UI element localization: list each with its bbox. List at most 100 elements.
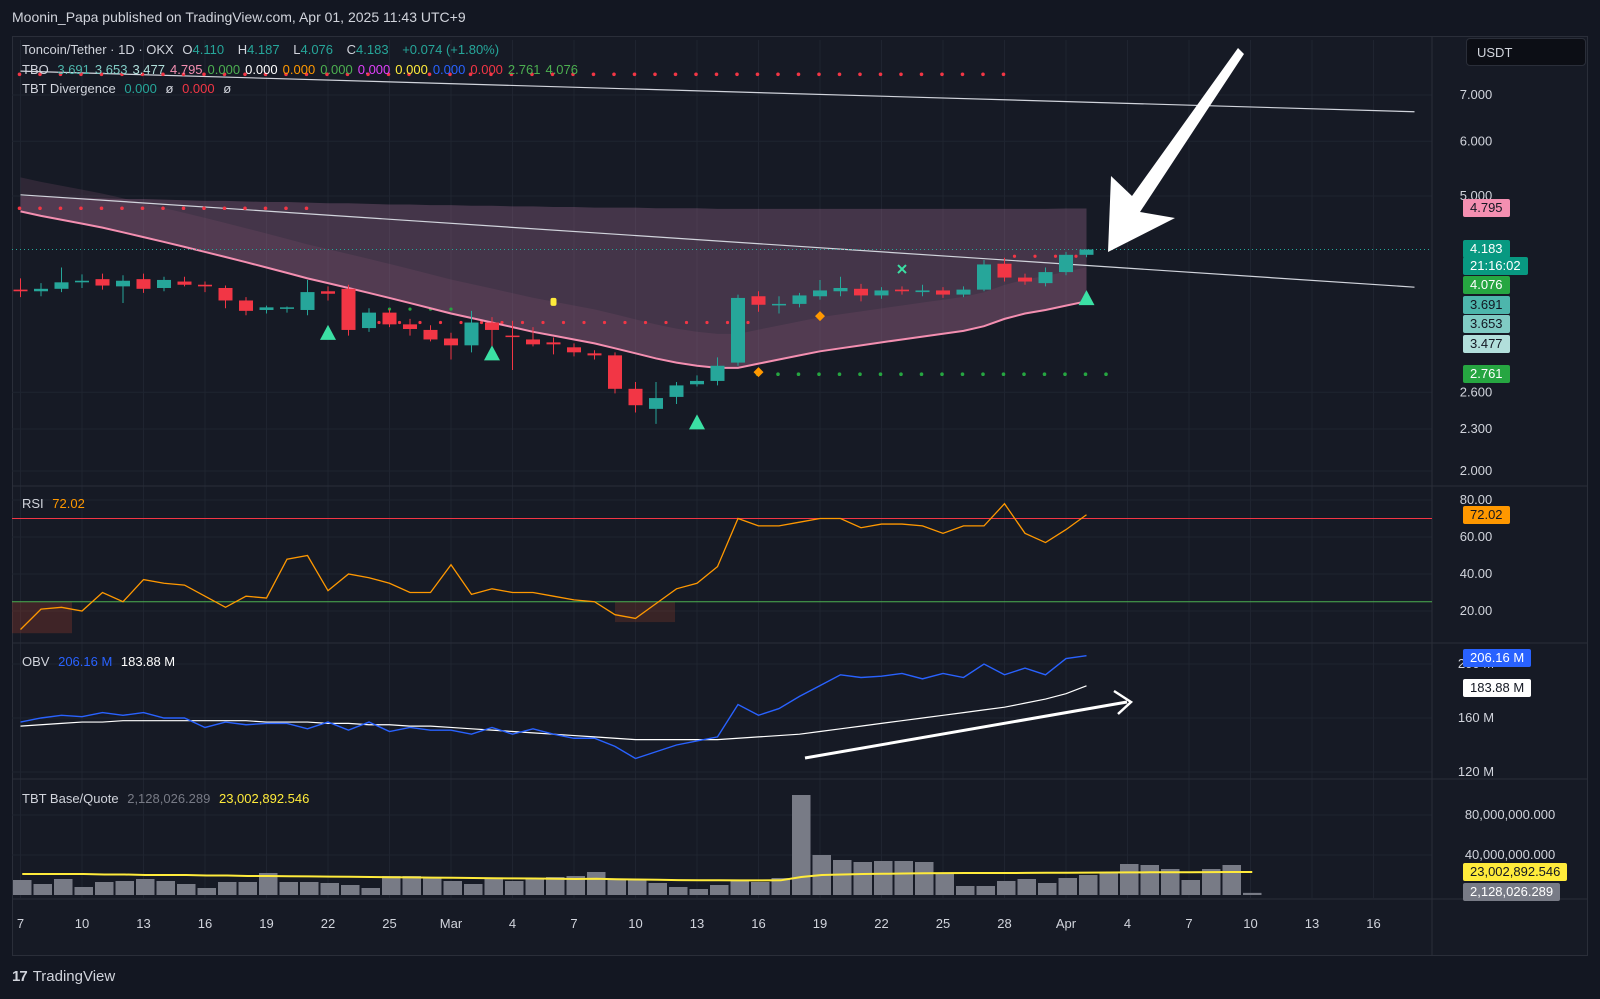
divergence-value-1: 0.000 — [124, 81, 157, 96]
obv-value-2: 183.88 M — [120, 654, 176, 669]
resistance-dot — [38, 206, 42, 211]
buy-signal-triangle — [689, 414, 705, 430]
support-dot — [796, 372, 801, 377]
resistance-dot — [345, 72, 350, 77]
candle-body — [526, 339, 540, 345]
low-label: L — [293, 42, 301, 57]
base-quote-value-1: 2,128,026.289 — [127, 791, 211, 806]
candle-body — [485, 322, 499, 330]
resistance-dot — [243, 206, 247, 211]
x-tick-label: 25 — [936, 916, 950, 931]
volume-bar — [218, 882, 237, 895]
currency-selector[interactable]: USDT — [1466, 38, 1586, 66]
x-tick-label: 10 — [75, 916, 89, 931]
resistance-dot — [705, 320, 709, 325]
volume-bar — [894, 861, 913, 895]
tbo-value: 0.000 — [357, 62, 391, 77]
divergence-name[interactable]: TBT Divergence — [22, 81, 116, 96]
resistance-dot — [940, 72, 944, 77]
volume-bar — [382, 876, 401, 895]
candle-body — [505, 335, 520, 338]
buy-signal-triangle — [484, 345, 500, 361]
resistance-dot — [694, 72, 698, 77]
volume-bar — [607, 879, 626, 895]
grid-lines — [12, 40, 1432, 898]
tbo-ma-line — [20, 210, 1087, 369]
trendline-mid — [20, 194, 1415, 288]
x-tick-label: 13 — [690, 916, 704, 931]
annotations — [1108, 48, 1244, 252]
obv-name[interactable]: OBV — [22, 654, 50, 669]
x-tick-label: 10 — [1243, 916, 1257, 931]
resistance-dot — [550, 72, 555, 77]
volume-bar — [115, 881, 134, 895]
x-tick-label: 4 — [509, 916, 516, 931]
obv-tick-label: 160 M — [1458, 710, 1494, 725]
resistance-dot — [38, 72, 42, 77]
volume-bar — [1222, 865, 1241, 895]
candle-body — [915, 290, 930, 293]
resistance-dot — [591, 72, 596, 77]
resistance-dot — [653, 72, 657, 77]
divergence-legend[interactable]: TBT Divergence 0.000 ø 0.000 ø — [22, 81, 236, 96]
rsi-pane — [12, 502, 1432, 634]
resistance-dot — [377, 320, 381, 325]
resistance-dot — [981, 72, 985, 77]
rsi-name[interactable]: RSI — [22, 496, 44, 511]
bq-tick-label: 80,000,000.000 — [1465, 807, 1555, 822]
resistance-dot — [673, 72, 678, 77]
base-quote-legend[interactable]: TBT Base/Quote 2,128,026.289 23,002,892.… — [22, 791, 314, 806]
volume-bar — [443, 881, 462, 895]
x-tick-label: 4 — [1124, 916, 1131, 931]
resistance-dot — [509, 72, 514, 77]
tbo-value: 0.000 — [282, 62, 316, 77]
candle-body — [259, 307, 274, 310]
rsi-legend[interactable]: RSI 72.02 — [22, 496, 90, 511]
support-dot — [408, 307, 412, 311]
candle-body — [136, 279, 151, 289]
resistance-dot — [243, 72, 247, 77]
x-tick-label: 22 — [874, 916, 888, 931]
tbo-value: 3.653 — [94, 62, 128, 77]
candle-body — [1079, 249, 1094, 255]
volume-bar — [1243, 892, 1262, 895]
tradingview-brand[interactable]: 17 TradingView — [12, 968, 115, 985]
rsi-line — [20, 502, 1087, 630]
symbol-title[interactable]: Toncoin/Tether · 1D · OKX — [22, 42, 174, 57]
base-quote-name[interactable]: TBT Base/Quote — [22, 791, 119, 806]
tbo-value: 3.477 — [132, 62, 165, 77]
x-tick-label: 10 — [628, 916, 642, 931]
main-legend[interactable]: Toncoin/Tether · 1D · OKX O4.110 H4.187 … — [22, 42, 504, 57]
resistance-dot — [284, 206, 288, 211]
x-tick-label: 28 — [997, 916, 1011, 931]
candle-body — [198, 284, 212, 287]
tbo-legend[interactable]: TBO 3.691 3.653 3.477 4.795 0.000 0.000 0.000 0… — [22, 62, 583, 77]
candle-body — [300, 292, 315, 310]
high-label: H — [237, 42, 248, 57]
resistance-dot — [714, 72, 719, 77]
tbo-name[interactable]: TBO — [22, 62, 49, 77]
cross-signal — [897, 264, 907, 274]
candle-body — [444, 338, 458, 346]
candle-body — [95, 279, 110, 286]
close-value: 4.183 — [356, 42, 389, 57]
volume-bar — [402, 876, 421, 895]
volume-bar — [669, 887, 688, 895]
candle-body — [75, 280, 89, 283]
resistance-dot — [222, 72, 227, 77]
divergence-symbol-1: ø — [165, 81, 174, 96]
trendline-top — [20, 70, 1415, 113]
diamond-signal — [753, 367, 764, 378]
resistance-dot — [878, 72, 883, 77]
resistance-dot — [1012, 254, 1017, 258]
tbo-value: 3.691 — [57, 62, 90, 77]
resistance-dot — [181, 206, 186, 211]
x-tick-label: 7 — [570, 916, 577, 931]
volume-bar — [279, 882, 298, 895]
obv-legend[interactable]: OBV 206.16 M 183.88 M — [22, 654, 180, 669]
price-tag: 3.477 — [1463, 335, 1510, 353]
obv-ma-tag: 183.88 M — [1463, 679, 1532, 697]
volume-bar — [730, 881, 749, 895]
resistance-dot — [1053, 254, 1058, 258]
